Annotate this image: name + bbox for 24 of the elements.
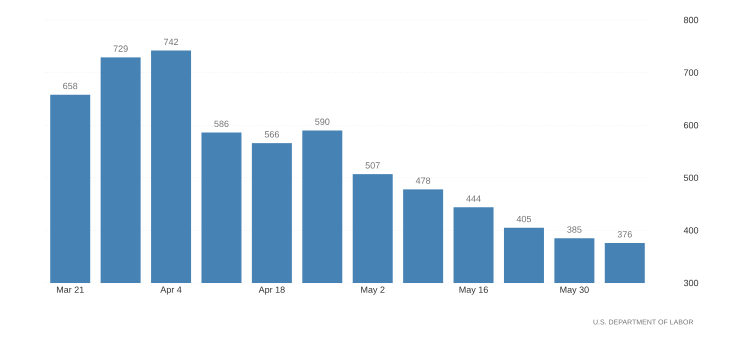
data-label: 444 bbox=[466, 196, 481, 202]
data-label: 507 bbox=[366, 162, 380, 169]
x-tick-label: May 2 bbox=[361, 286, 384, 295]
data-label: 478 bbox=[416, 177, 430, 184]
data-label: 658 bbox=[63, 82, 78, 90]
y-tick-label: 600 bbox=[684, 122, 698, 128]
x-tick-label: Apr 4 bbox=[160, 286, 182, 295]
y-tick-label: 800 bbox=[684, 16, 698, 24]
y-tick-label: 300 bbox=[684, 280, 698, 286]
y-tick-label: 400 bbox=[684, 227, 698, 234]
data-label: 742 bbox=[164, 38, 178, 45]
data-label: 405 bbox=[516, 216, 532, 222]
data-label: 376 bbox=[618, 231, 632, 238]
x-tick-label: Apr 18 bbox=[258, 286, 285, 295]
y-tick-label: 700 bbox=[684, 69, 698, 76]
data-label: 590 bbox=[315, 118, 330, 125]
x-tick-label: May 16 bbox=[460, 286, 488, 295]
x-tick-label: May 30 bbox=[560, 286, 589, 295]
data-label: 385 bbox=[567, 226, 582, 233]
y-tick-label: 500 bbox=[684, 174, 698, 181]
data-label: 586 bbox=[214, 120, 229, 128]
data-label: 729 bbox=[114, 45, 128, 52]
data-label: 566 bbox=[264, 131, 279, 138]
x-tick-label: Mar 21 bbox=[56, 286, 84, 293]
